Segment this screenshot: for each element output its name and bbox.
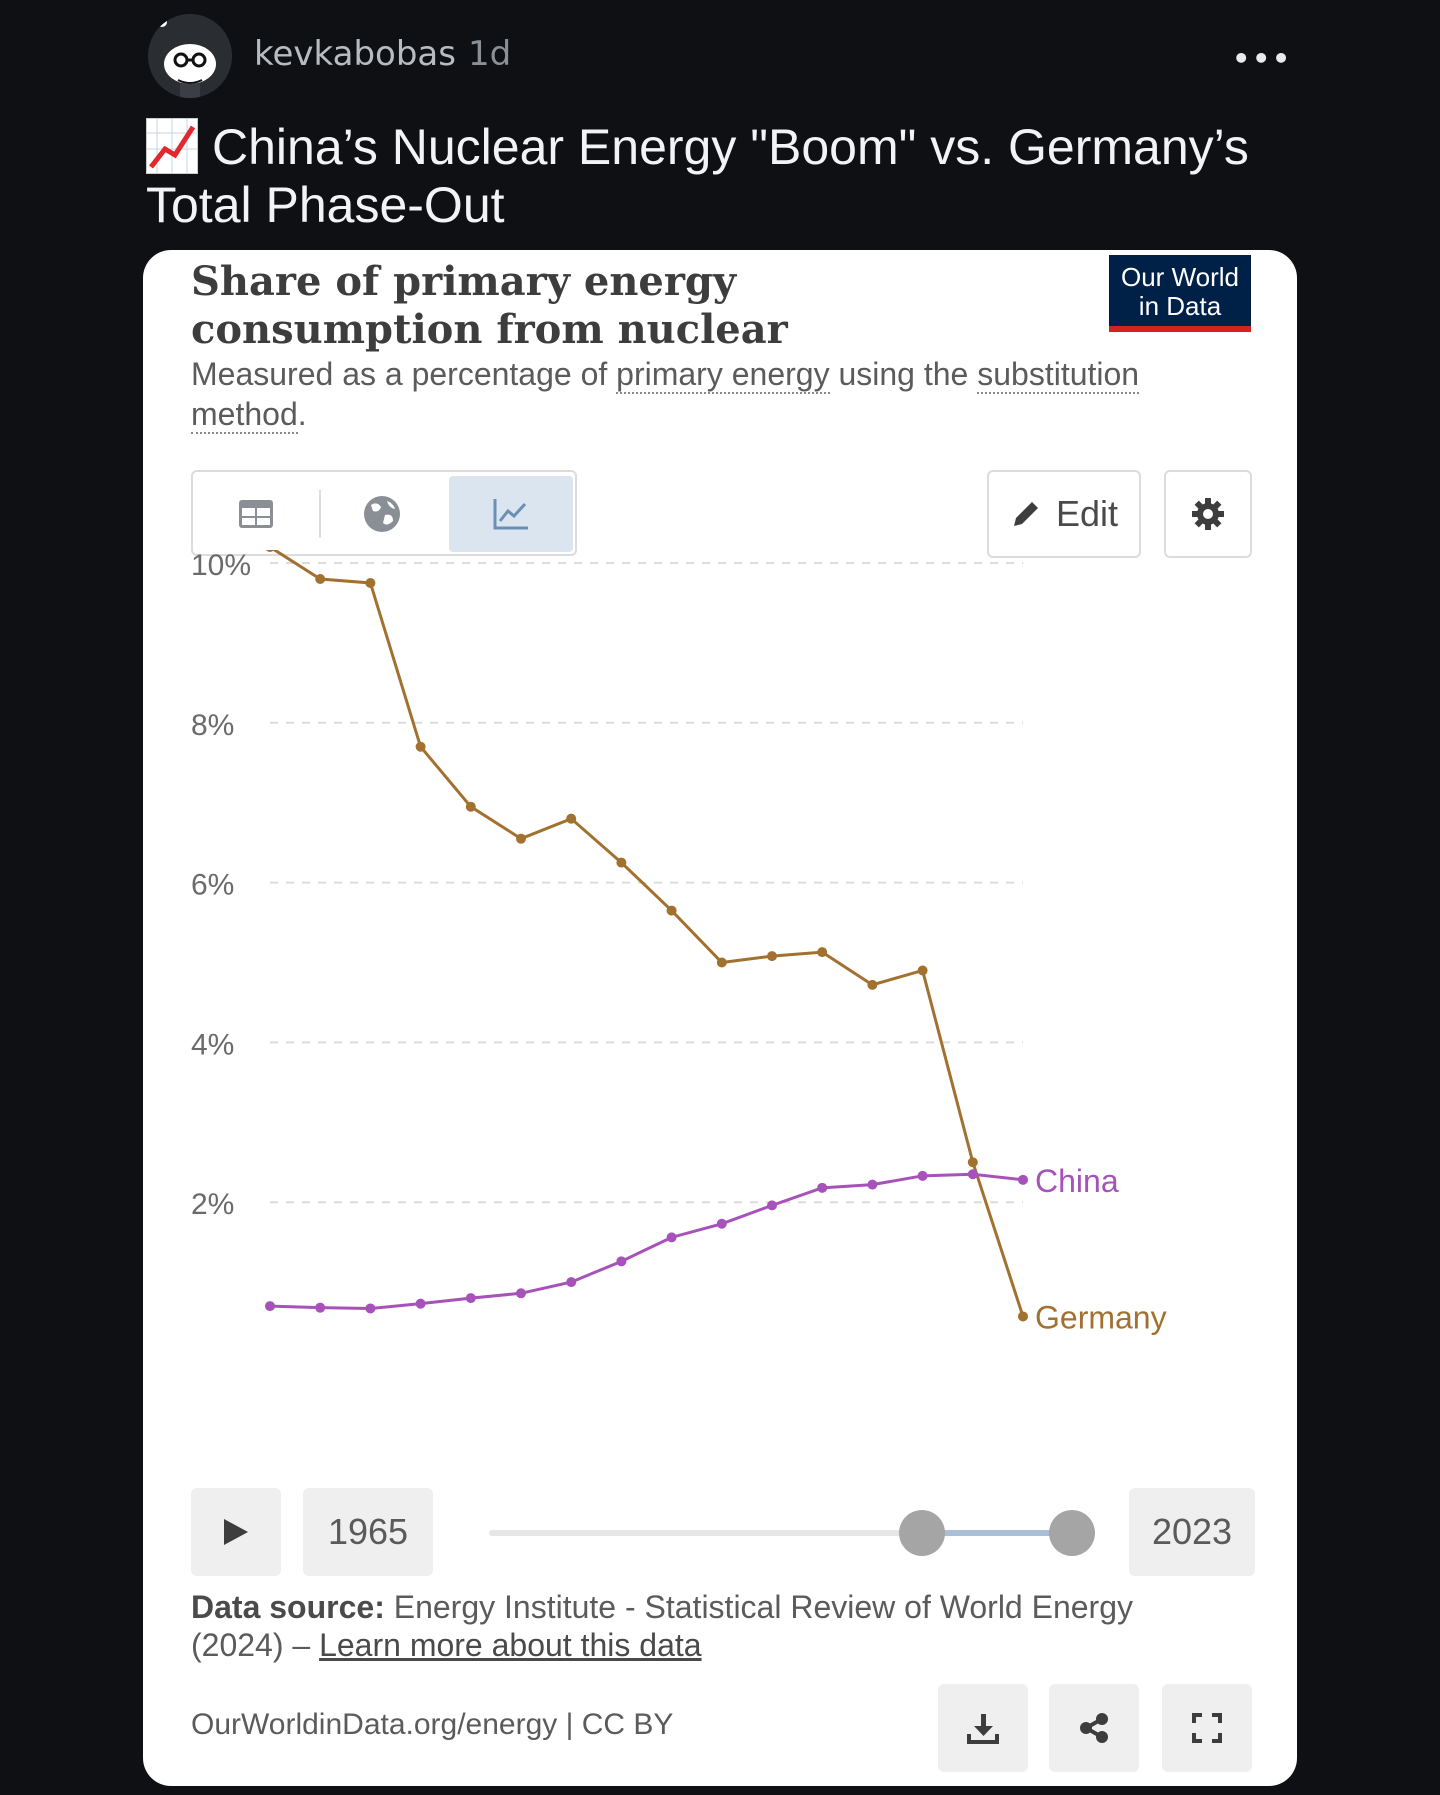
pencil-icon: [1013, 502, 1038, 526]
timeline-start-year[interactable]: 1965: [303, 1488, 433, 1576]
play-icon: [224, 1519, 248, 1545]
tab-chart[interactable]: [449, 476, 573, 552]
substitution-method-link[interactable]: substitution method: [191, 356, 1140, 434]
data-point-china: [566, 1277, 577, 1288]
data-point-china: [315, 1302, 326, 1313]
series-line-germany: [271, 550, 1025, 1317]
data-point-germany: [1018, 1311, 1028, 1322]
settings-button[interactable]: [1164, 470, 1252, 558]
data-point-germany: [315, 573, 326, 584]
data-point-germany: [265, 550, 275, 553]
data-point-germany: [365, 577, 376, 588]
tab-separator: [319, 490, 321, 538]
learn-more-link[interactable]: Learn more about this data: [319, 1627, 702, 1663]
table-icon: [239, 500, 273, 528]
data-point-germany: [465, 801, 476, 812]
data-point-germany: [767, 951, 777, 962]
view-tabs: [191, 470, 577, 556]
subtitle-text-post: .: [297, 396, 307, 432]
y-tick-label: 6%: [191, 869, 234, 902]
edit-button[interactable]: Edit: [987, 470, 1141, 558]
data-point-china: [415, 1298, 426, 1309]
tab-table[interactable]: [197, 476, 315, 552]
source-text: Energy Institute - Statistical Review of…: [191, 1589, 1133, 1663]
owid-logo-line1: Our World: [1121, 262, 1239, 292]
username-text[interactable]: kevkabobas: [254, 34, 456, 74]
footer-url: OurWorldinData.org/energy | CC BY: [191, 1708, 674, 1741]
data-point-germany: [666, 905, 677, 916]
timeline-start-handle[interactable]: [899, 1510, 945, 1556]
chart-card: Share of primary energy consumption from…: [143, 250, 1297, 1786]
data-point-germany: [817, 947, 828, 958]
play-button[interactable]: [191, 1488, 281, 1576]
user-avatar[interactable]: [148, 14, 232, 98]
data-point-china: [767, 1200, 777, 1211]
timeline: 1965 2023: [191, 1488, 1255, 1578]
y-tick-label: 4%: [191, 1028, 234, 1061]
timeline-end-year[interactable]: 2023: [1129, 1488, 1255, 1576]
y-tick-label: 10%: [191, 550, 251, 582]
globe-icon: [364, 496, 400, 532]
data-point-china: [1018, 1174, 1028, 1185]
data-point-china: [967, 1169, 978, 1180]
fullscreen-button[interactable]: [1162, 1684, 1252, 1772]
line-chart: 0%2%4%6%8%10%200820122014201620182020202…: [191, 550, 1167, 1350]
data-point-china: [465, 1293, 476, 1304]
post-title-block[interactable]: China’s Nuclear Energy "Boom" vs. German…: [146, 118, 1326, 234]
more-options-button[interactable]: •••: [1232, 42, 1292, 75]
data-point-china: [516, 1288, 526, 1299]
tab-map[interactable]: [323, 476, 441, 552]
subtitle-text-mid: using the: [829, 356, 978, 392]
share-button[interactable]: [1049, 1684, 1139, 1772]
download-icon: [967, 1714, 999, 1744]
y-tick-label: 8%: [191, 709, 234, 742]
subtitle-text-pre: Measured as a percentage of: [191, 356, 617, 392]
data-point-germany: [566, 813, 577, 824]
timeline-end-handle[interactable]: [1049, 1510, 1095, 1556]
data-point-germany: [917, 965, 928, 976]
data-point-germany: [516, 833, 526, 844]
y-tick-label: 0%: [191, 1348, 234, 1350]
data-point-china: [265, 1301, 275, 1312]
chart-title: Share of primary energy consumption from…: [191, 258, 788, 353]
data-point-china: [867, 1179, 878, 1190]
owid-logo[interactable]: Our World in Data: [1109, 255, 1251, 332]
series-label-china: China: [1035, 1163, 1119, 1199]
data-source: Data source: Energy Institute - Statisti…: [191, 1588, 1231, 1664]
timeline-selected-range: [919, 1530, 1069, 1536]
data-point-china: [365, 1303, 376, 1314]
data-point-china: [616, 1256, 627, 1267]
series-line-china: [269, 1172, 1024, 1310]
data-point-germany: [716, 957, 727, 968]
post-author[interactable]: kevkabobas 1d: [254, 34, 511, 74]
data-point-china: [817, 1182, 828, 1193]
fullscreen-icon: [1192, 1713, 1222, 1743]
owid-logo-line2: in Data: [1138, 291, 1222, 321]
gear-icon: [1192, 498, 1224, 530]
data-point-germany: [867, 979, 878, 990]
data-point-china: [666, 1232, 677, 1243]
timeline-slider[interactable]: [489, 1510, 1095, 1556]
data-point-germany: [616, 857, 627, 868]
series-label-germany: Germany: [1035, 1299, 1167, 1335]
post-header: kevkabobas 1d •••: [148, 14, 1298, 100]
snoo-avatar-icon: [148, 14, 232, 98]
line-chart-icon: [493, 499, 528, 530]
data-point-germany: [415, 741, 426, 752]
share-icon: [1080, 1713, 1108, 1743]
chart-subtitle: Measured as a percentage of primary ener…: [191, 354, 1211, 434]
chart-increasing-icon: [146, 118, 198, 174]
y-tick-label: 2%: [191, 1188, 234, 1221]
post-title: China’s Nuclear Energy "Boom" vs. German…: [146, 119, 1249, 233]
edit-label: Edit: [1055, 493, 1119, 534]
download-button[interactable]: [938, 1684, 1028, 1772]
primary-energy-link[interactable]: primary energy: [616, 356, 830, 394]
source-label: Data source:: [191, 1589, 385, 1625]
data-point-china: [716, 1218, 727, 1229]
data-point-germany: [967, 1157, 978, 1168]
data-point-china: [917, 1170, 928, 1181]
post-age: 1d: [467, 34, 512, 74]
